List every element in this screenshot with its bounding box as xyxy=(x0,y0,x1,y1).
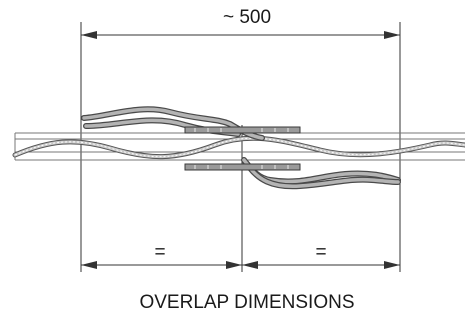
left-half-dimension xyxy=(81,261,242,269)
right-half-dimension xyxy=(242,261,400,269)
overall-dimension xyxy=(81,31,400,39)
wavy-wire-upper xyxy=(12,135,465,160)
upper-strap xyxy=(81,106,265,141)
overall-dimension-label: ~ 500 xyxy=(223,7,271,28)
top-clamp xyxy=(184,126,301,134)
right-half-label: = xyxy=(315,242,326,263)
lower-strap xyxy=(241,157,401,190)
caption: OVERLAP DIMENSIONS xyxy=(139,292,354,313)
left-half-label: = xyxy=(154,242,165,263)
bottom-clamp xyxy=(184,163,301,171)
